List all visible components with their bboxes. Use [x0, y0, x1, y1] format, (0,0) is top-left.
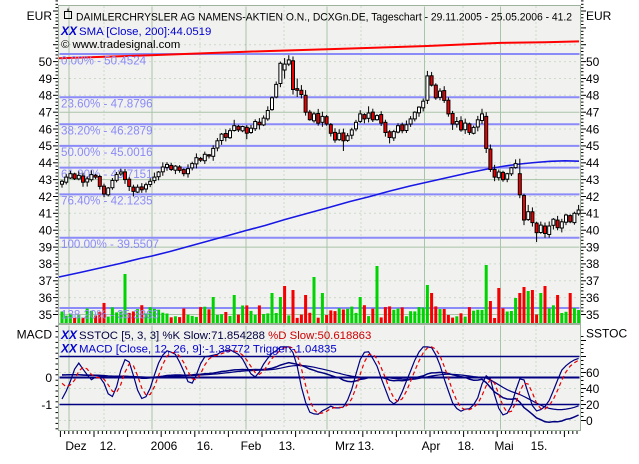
svg-text:MACD: MACD [17, 328, 53, 342]
svg-text:0.00% - 50.4524: 0.00% - 50.4524 [61, 54, 147, 67]
svg-text:37: 37 [39, 274, 53, 288]
svg-text:SMA [Close, 200]:44.0519: SMA [Close, 200]:44.0519 [79, 26, 211, 38]
svg-text:76.40% - 42.1235: 76.40% - 42.1235 [61, 195, 153, 208]
svg-text:60: 60 [586, 366, 600, 380]
svg-text:38: 38 [586, 257, 600, 271]
svg-text:40: 40 [39, 224, 53, 238]
svg-text:47: 47 [586, 106, 600, 120]
svg-text:Feb: Feb [241, 439, 262, 453]
svg-text:13.: 13. [358, 439, 375, 453]
svg-text:20: 20 [586, 398, 600, 412]
svg-text:38: 38 [39, 257, 53, 271]
svg-text:40: 40 [586, 224, 600, 238]
svg-text:36: 36 [586, 291, 600, 305]
svg-text:39: 39 [586, 240, 600, 254]
svg-text:15.: 15. [531, 439, 548, 453]
svg-text:43: 43 [39, 173, 53, 187]
svg-text:49: 49 [39, 72, 53, 86]
svg-text:48: 48 [39, 89, 53, 103]
svg-text:2006: 2006 [151, 439, 178, 453]
svg-text:-1: -1 [41, 398, 52, 412]
svg-text:XX: XX [60, 328, 78, 342]
svg-text:0: 0 [45, 371, 52, 385]
svg-text:45: 45 [586, 139, 600, 153]
svg-text:13.: 13. [279, 439, 296, 453]
svg-text:SSTOC [5, 3, 3] %K Slow:71.854: SSTOC [5, 3, 3] %K Slow:71.854288 %D Slo… [79, 330, 371, 342]
svg-text:50: 50 [586, 55, 600, 69]
svg-text:48: 48 [586, 89, 600, 103]
svg-text:43: 43 [586, 173, 600, 187]
svg-text:EUR: EUR [27, 9, 53, 23]
svg-text:Mai: Mai [494, 439, 513, 453]
svg-text:39: 39 [39, 240, 53, 254]
svg-text:47: 47 [39, 106, 53, 120]
svg-text:© www.tradesignal.com: © www.tradesignal.com [61, 39, 180, 51]
svg-text:138.20% - 35.3863: 138.20% - 35.3863 [61, 308, 159, 321]
svg-text:SSTOC: SSTOC [586, 327, 627, 341]
svg-text:50: 50 [39, 55, 53, 69]
svg-text:42: 42 [586, 190, 600, 204]
svg-text:Dez: Dez [65, 439, 86, 453]
svg-text:42: 42 [39, 190, 53, 204]
svg-text:Mrz: Mrz [335, 439, 355, 453]
svg-text:49: 49 [586, 72, 600, 86]
svg-text:41: 41 [586, 207, 600, 221]
svg-text:DAIMLERCHRYSLER AG NAMENS-AKTI: DAIMLERCHRYSLER AG NAMENS-AKTIEN O.N., D… [76, 12, 572, 24]
svg-text:MACD [Close, 12, 26, 9]:-1.387: MACD [Close, 12, 26, 9]:-1.38772 Trigger… [79, 344, 337, 356]
svg-text:46: 46 [586, 122, 600, 136]
svg-text:50.00% - 45.0016: 50.00% - 45.0016 [61, 146, 153, 159]
svg-text:Apr: Apr [422, 439, 441, 453]
svg-text:EUR: EUR [586, 9, 612, 23]
svg-text:23.60% - 47.8796: 23.60% - 47.8796 [61, 98, 153, 111]
svg-text:35: 35 [39, 308, 53, 322]
svg-text:37: 37 [586, 274, 600, 288]
svg-text:100.00% - 39.5507: 100.00% - 39.5507 [61, 238, 159, 251]
svg-text:35: 35 [586, 308, 600, 322]
svg-text:46: 46 [39, 122, 53, 136]
svg-text:44: 44 [39, 156, 53, 170]
svg-text:0: 0 [586, 414, 593, 428]
svg-text:XX: XX [60, 24, 78, 38]
svg-text:XX: XX [60, 342, 78, 356]
svg-text:12.: 12. [100, 439, 117, 453]
svg-text:38.20% - 46.2879: 38.20% - 46.2879 [61, 125, 153, 138]
svg-text:45: 45 [39, 139, 53, 153]
svg-text:16.: 16. [197, 439, 214, 453]
svg-text:18.: 18. [458, 439, 475, 453]
svg-text:41: 41 [39, 207, 53, 221]
svg-text:40: 40 [586, 382, 600, 396]
svg-text:44: 44 [586, 156, 600, 170]
svg-text:36: 36 [39, 291, 53, 305]
